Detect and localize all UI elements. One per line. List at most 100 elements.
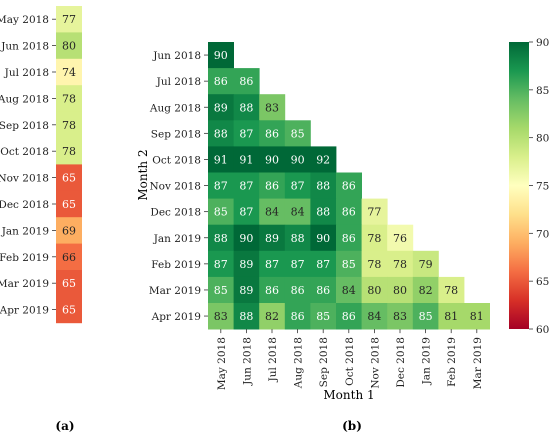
y-tick-label: Sep 2018 <box>151 128 201 140</box>
y-tick-label: Apr 2019 <box>151 311 201 323</box>
cell-value-label: 81 <box>444 310 458 323</box>
colorbar-gradient <box>509 42 529 329</box>
heatmap-cell <box>208 276 234 304</box>
heatmap-cell <box>336 303 362 330</box>
heatmap-cell <box>56 270 82 297</box>
cell-value-label: 80 <box>393 284 407 297</box>
heatmap-cell <box>310 224 337 252</box>
cell-value-label: 78 <box>393 258 407 271</box>
cell-value-label: 87 <box>214 180 228 193</box>
x-tick-label: Mar 2019 <box>472 337 484 389</box>
y-tick-label: Jun 2018 <box>0 41 49 53</box>
cell-value-label: 88 <box>316 206 330 219</box>
cell-value-label: 91 <box>214 153 228 166</box>
y-tick-label: Jun 2018 <box>152 50 201 62</box>
heatmap-cell <box>412 276 439 304</box>
cell-value-label: 86 <box>291 284 305 297</box>
colorbar-tick-label: 65 <box>536 276 549 288</box>
cell-value-label: 91 <box>239 153 253 166</box>
heatmap-cell <box>284 250 311 278</box>
cell-value-label: 79 <box>419 258 433 271</box>
heatmap-cell <box>336 250 362 278</box>
heatmap-cell <box>208 250 234 278</box>
heatmap-cell <box>336 276 362 304</box>
cell-value-label: 81 <box>470 310 484 323</box>
y-tick-label: Dec 2018 <box>150 207 201 219</box>
heatmap-cell <box>361 198 388 226</box>
heatmap-cell <box>310 250 337 278</box>
panel-a-label: (a) <box>55 419 74 433</box>
heatmap-cell <box>310 303 337 330</box>
cell-value-label: 87 <box>316 258 330 271</box>
cell-value-label: 86 <box>265 284 279 297</box>
cell-value-label: 80 <box>62 40 76 53</box>
cell-value-label: 87 <box>239 180 253 193</box>
y-tick-label: Mar 2019 <box>0 278 49 290</box>
y-axis-label: Month 2 <box>136 149 150 200</box>
heatmap-cell <box>56 243 82 271</box>
cell-value-label: 86 <box>342 180 356 193</box>
cell-value-label: 65 <box>62 198 76 211</box>
y-tick-label: May 2018 <box>0 14 49 26</box>
heatmap-cell <box>208 42 234 69</box>
cell-value-label: 86 <box>214 75 228 88</box>
heatmap-cell <box>412 303 439 330</box>
cell-value-label: 87 <box>291 180 305 193</box>
heatmap-cell <box>361 224 388 252</box>
colorbar-tick-label: 70 <box>536 228 549 240</box>
cell-value-label: 86 <box>342 232 356 245</box>
x-tick-label: Oct 2018 <box>344 337 356 386</box>
heatmap-cell <box>387 303 414 330</box>
colorbar-tick-label: 80 <box>536 133 549 145</box>
cell-value-label: 77 <box>367 206 381 219</box>
cell-value-label: 86 <box>265 180 279 193</box>
cell-value-label: 86 <box>342 206 356 219</box>
heatmap-cell <box>208 68 234 95</box>
x-tick-label: Feb 2019 <box>446 337 458 387</box>
cell-value-label: 66 <box>62 251 76 264</box>
heatmap-cell <box>284 146 311 173</box>
cell-value-label: 89 <box>239 258 253 271</box>
cell-value-label: 85 <box>419 310 433 323</box>
cell-value-label: 86 <box>342 310 356 323</box>
x-tick-label: May 2018 <box>216 337 228 390</box>
cell-value-label: 88 <box>214 127 228 140</box>
y-tick-label: Nov 2018 <box>149 181 201 193</box>
cell-value-label: 89 <box>239 284 253 297</box>
cell-value-label: 88 <box>316 180 330 193</box>
y-tick-label: Jan 2019 <box>1 225 49 237</box>
heatmap-panel-a: 77 May 2018 80 Jun 2018 74 Jul 2018 78 Aug 2018… <box>0 6 82 324</box>
colorbar: 60 65 70 75 80 85 90 <box>509 37 549 336</box>
heatmap-cell <box>259 250 286 278</box>
cell-value-label: 87 <box>265 258 279 271</box>
cell-value-label: 87 <box>239 206 253 219</box>
cell-value-label: 78 <box>367 258 381 271</box>
heatmap-cell <box>412 250 439 278</box>
cell-value-label: 84 <box>265 206 279 219</box>
cell-value-label: 78 <box>367 232 381 245</box>
cell-value-label: 90 <box>291 153 305 166</box>
cell-value-label: 88 <box>214 232 228 245</box>
heatmap-cell <box>56 32 82 60</box>
heatmap-cell <box>56 190 82 218</box>
heatmap-cell <box>208 146 234 173</box>
heatmap-cell <box>438 276 465 304</box>
x-tick-label: Nov 2018 <box>369 337 381 389</box>
heatmap-cell <box>56 58 82 86</box>
cell-value-label: 83 <box>265 101 279 114</box>
y-tick-label: Feb 2019 <box>151 259 201 271</box>
heatmap-cell <box>259 172 286 199</box>
cell-value-label: 85 <box>316 310 330 323</box>
cell-value-label: 89 <box>214 101 228 114</box>
cell-value-label: 82 <box>419 284 433 297</box>
heatmap-cell <box>56 217 82 244</box>
heatmap-cell <box>56 6 82 33</box>
cell-value-label: 90 <box>239 232 253 245</box>
cell-value-label: 82 <box>265 310 279 323</box>
heatmap-cell <box>284 198 311 226</box>
cell-value-label: 86 <box>316 284 330 297</box>
cell-value-label: 78 <box>62 145 76 158</box>
colorbar-tick-label: 85 <box>536 85 549 97</box>
y-tick-label: Nov 2018 <box>0 173 49 185</box>
